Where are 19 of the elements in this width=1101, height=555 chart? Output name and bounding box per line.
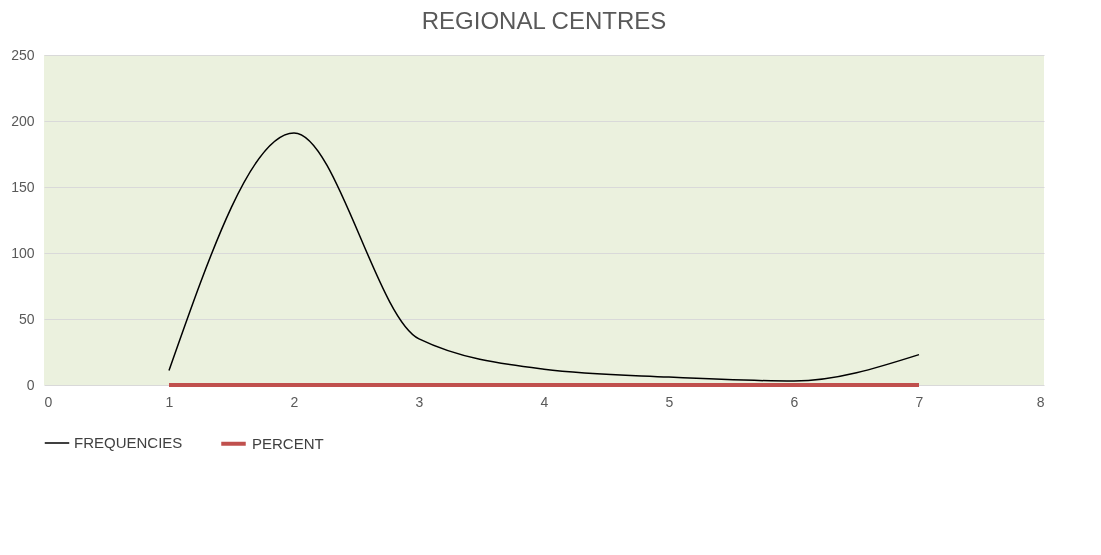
x-tick-label: 1: [165, 393, 174, 410]
y-tick-label: 50: [18, 310, 35, 327]
x-tick-label: 0: [44, 393, 53, 410]
x-tick-label: 3: [415, 393, 424, 410]
line-series: [168, 132, 920, 382]
x-tick-label: 5: [665, 393, 674, 410]
legend-label: FREQUENCIES: [74, 434, 183, 451]
x-tick-label: 6: [790, 393, 799, 410]
y-tick-label: 100: [11, 244, 35, 261]
x-tick-label: 4: [540, 393, 549, 410]
y-tick-label: 150: [11, 178, 35, 195]
legend-label: PERCENT: [252, 434, 324, 452]
x-tick-label: 2: [290, 393, 299, 410]
y-tick-label: 250: [11, 46, 35, 63]
x-tick-label: 7: [915, 393, 924, 410]
x-tick-label: 8: [1036, 393, 1045, 410]
y-tick-label: 0: [26, 376, 35, 393]
y-tick-label: 200: [11, 112, 35, 129]
chart-title: REGIONAL CENTRES: [421, 7, 667, 34]
